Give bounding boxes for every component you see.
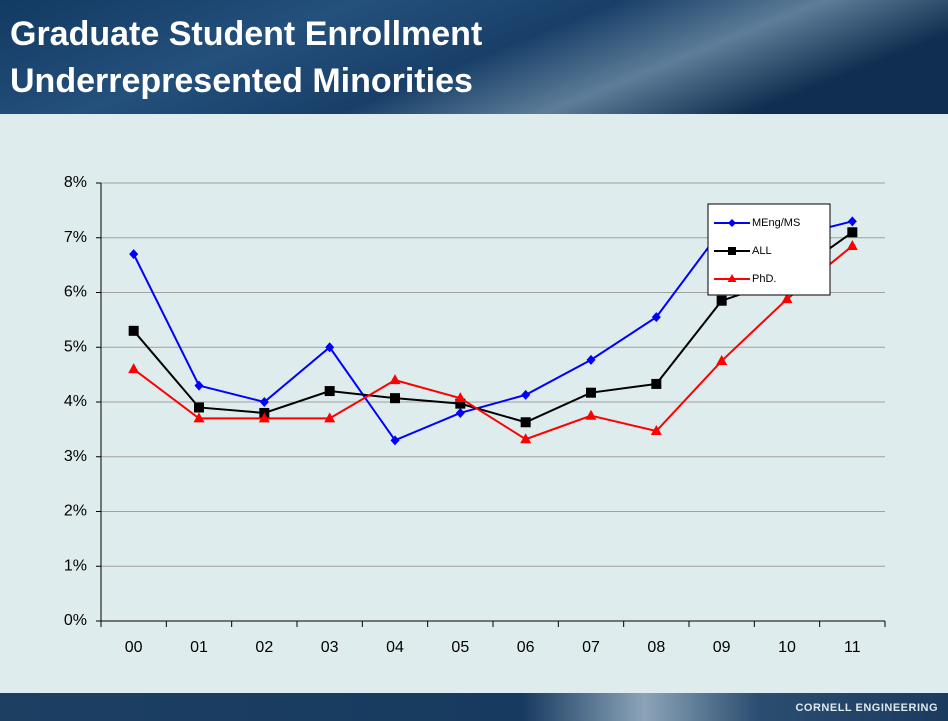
marker xyxy=(847,216,857,227)
x-tick-label: 09 xyxy=(713,639,731,656)
x-tick-label: 03 xyxy=(321,639,339,656)
x-tick-label: 07 xyxy=(582,639,600,656)
marker xyxy=(520,417,531,428)
marker xyxy=(128,363,140,374)
legend-label: ALL xyxy=(752,245,772,257)
marker xyxy=(847,227,858,238)
marker xyxy=(455,398,466,409)
y-tick-label: 8% xyxy=(64,174,87,191)
x-tick-label: 10 xyxy=(778,639,796,656)
marker xyxy=(651,312,661,323)
marker xyxy=(781,293,793,304)
marker xyxy=(389,374,401,385)
title: Graduate Student Enrollment xyxy=(10,15,482,53)
marker xyxy=(193,412,205,423)
footer-banner xyxy=(0,693,948,721)
plot: 0% 1% 2% 3% 4% 5% 6% 7% 8% 00 01 02 03 04 05 06 07 08 09 10… xyxy=(64,174,886,656)
x-tick-label: 00 xyxy=(125,639,143,656)
subtitle: Underrepresented Minorities xyxy=(10,62,473,100)
marker xyxy=(194,402,204,413)
legend-label: MEng/MS xyxy=(752,217,800,229)
y-tick-label: 0% xyxy=(64,612,87,629)
x-tick-label: 06 xyxy=(517,639,535,656)
x-tick-label: 11 xyxy=(844,639,861,656)
legend-label: PhD. xyxy=(752,273,776,285)
marker xyxy=(128,325,139,336)
marker xyxy=(194,380,204,391)
legend-marker xyxy=(728,247,736,255)
marker xyxy=(324,386,335,397)
marker xyxy=(258,412,270,423)
marker xyxy=(390,435,400,446)
series xyxy=(128,239,858,444)
marker xyxy=(454,392,466,403)
marker xyxy=(586,387,596,398)
header-banner xyxy=(0,0,948,114)
marker xyxy=(520,433,532,444)
y-tick-label: 6% xyxy=(64,284,87,301)
marker xyxy=(324,412,336,423)
series-line xyxy=(132,231,853,424)
x-tick-label: 08 xyxy=(647,639,665,656)
marker xyxy=(651,378,662,389)
y-tick-label: 1% xyxy=(64,557,87,574)
marker xyxy=(650,425,662,436)
marker xyxy=(716,295,727,306)
marker xyxy=(586,354,596,365)
y-tick-label: 7% xyxy=(64,229,87,246)
series-line xyxy=(133,245,853,441)
legend-marker xyxy=(728,219,736,227)
marker xyxy=(585,409,597,420)
y-tick-label: 5% xyxy=(64,338,87,355)
y-tick-label: 4% xyxy=(64,393,87,410)
x-tick-label: 01 xyxy=(190,639,208,656)
legend-marker xyxy=(727,274,737,282)
marker xyxy=(390,393,400,404)
marker xyxy=(455,407,465,418)
x-tick-label: 05 xyxy=(451,639,469,656)
marker xyxy=(846,239,858,250)
marker xyxy=(129,249,139,260)
marker xyxy=(521,389,531,400)
y-tick-label: 3% xyxy=(64,448,87,465)
y-tick-label: 2% xyxy=(64,503,87,520)
x-tick-label: 02 xyxy=(255,639,273,656)
x-tick-label: 04 xyxy=(386,639,404,656)
footer-text: CORNELL ENGINEERING xyxy=(795,702,938,714)
legend: MEng/MS ALL PhD. xyxy=(707,203,831,296)
marker xyxy=(716,354,728,365)
marker xyxy=(259,397,269,407)
marker xyxy=(325,342,335,353)
